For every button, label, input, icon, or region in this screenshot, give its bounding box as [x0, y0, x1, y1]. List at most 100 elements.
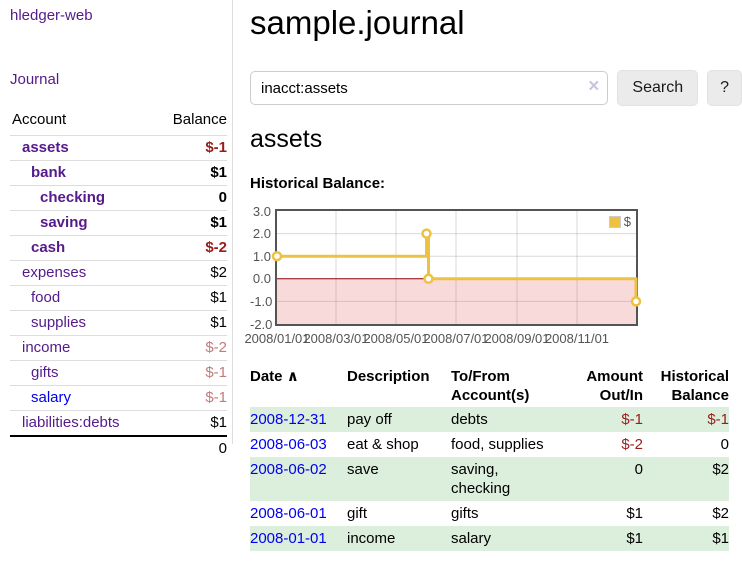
sidebar-account-balance: $-1	[153, 135, 227, 161]
sidebar-account-link[interactable]: bank	[31, 164, 67, 181]
accounts-total-spacer	[10, 435, 154, 461]
x-axis-tick-label: 2008/01/01	[244, 331, 310, 346]
sidebar-account-balance: $1	[153, 410, 227, 436]
search-bar: × Search ?	[250, 70, 742, 106]
register-amount: $-1	[576, 407, 643, 432]
accounts-table: Account Balance assets $-1 bank $1 check…	[10, 109, 227, 461]
sidebar-account-link[interactable]: cash	[31, 239, 66, 256]
sidebar-account-row: income $-2	[10, 335, 227, 361]
app-title-link[interactable]: hledger-web	[10, 7, 93, 24]
register-accounts: food, supplies	[451, 436, 544, 453]
sidebar-account-link[interactable]: gifts	[31, 364, 59, 381]
search-button[interactable]: Search	[617, 70, 699, 106]
register-date-link[interactable]: 2008-12-31	[250, 411, 327, 428]
clear-search-icon[interactable]: ×	[588, 76, 600, 97]
x-axis-tick-label: 2008/05/01	[363, 331, 429, 346]
x-axis-tick-label: 2008/09/01	[484, 331, 550, 346]
sidebar-account-link[interactable]: checking	[40, 189, 106, 206]
sidebar-account-balance: $-2	[153, 235, 227, 261]
sidebar-account-balance: $-1	[153, 385, 227, 411]
sidebar-account-link[interactable]: food	[31, 289, 61, 306]
sidebar-account-link[interactable]: saving	[40, 214, 88, 231]
sidebar-account-row: assets $-1	[10, 135, 227, 161]
register-row: 2008-12-31 pay off debts $-1 $-1	[250, 407, 729, 432]
sidebar-account-balance: $1	[153, 310, 227, 336]
search-input-wrap: ×	[250, 71, 609, 105]
historical-balance-chart: 3.0 2.0 1.0 0.0 -1.0 -2.0 $ 2008/01/01 2008/03…	[244, 205, 742, 351]
register-date-link[interactable]: 2008-06-01	[250, 505, 327, 522]
sidebar: hledger-web Journal Account Balance asse…	[0, 0, 233, 461]
date-column-header: Date ∧	[250, 367, 347, 407]
description-column-header: Description	[347, 368, 430, 385]
register-row: 2008-06-01 gift gifts $1 $2	[250, 501, 729, 526]
register-row: 2008-01-01 income salary $1 $1	[250, 526, 729, 551]
register-accounts: debts	[451, 407, 576, 432]
sidebar-account-row: saving $1	[10, 210, 227, 236]
register-table: Date ∧ Description To/From Account(s) Am…	[250, 367, 729, 551]
y-axis-tick-label: 0.0	[252, 271, 271, 286]
chart-canvas	[271, 211, 642, 324]
account-heading: assets	[250, 125, 323, 153]
sidebar-account-row: food $1	[10, 285, 227, 311]
y-axis-tick-label: -2.0	[250, 317, 273, 332]
sidebar-account-balance: $-1	[153, 360, 227, 386]
accounts-table-header: Account Balance	[10, 109, 227, 136]
register-row: 2008-06-02 save saving, checking 0 $2	[250, 457, 729, 501]
sidebar-account-row: supplies $1	[10, 310, 227, 336]
register-date-link[interactable]: 2008-01-01	[250, 530, 327, 547]
register-date-link[interactable]: 2008-06-02	[250, 461, 327, 478]
sidebar-account-row: bank $1	[10, 160, 227, 186]
register-date-link[interactable]: 2008-06-03	[250, 436, 327, 453]
register-description: save	[347, 457, 451, 501]
search-input[interactable]	[250, 71, 609, 105]
register-amount: $1	[576, 526, 643, 551]
register-amount: $1	[626, 505, 643, 522]
sidebar-account-link[interactable]: income	[22, 339, 71, 356]
register-amount: 0	[576, 457, 643, 501]
register-balance: $2	[643, 457, 729, 501]
sidebar-item-journal[interactable]: Journal	[10, 71, 60, 88]
sidebar-account-link[interactable]: liabilities:debts	[22, 414, 120, 431]
sidebar-account-link[interactable]: salary	[31, 389, 72, 406]
register-accounts: saving, checking	[451, 457, 576, 501]
register-balance: $1	[643, 526, 729, 551]
sort-ascending-icon: ∧	[286, 368, 299, 385]
accounts-column-header: To/From Account(s)	[451, 368, 530, 404]
sidebar-account-balance: $1	[153, 160, 227, 186]
accounts-total-balance: 0	[153, 435, 227, 461]
register-row: 2008-06-03 eat & shop food, supplies $-2…	[250, 432, 729, 457]
sidebar-account-balance: $1	[153, 285, 227, 311]
sidebar-account-link[interactable]: expenses	[22, 264, 87, 281]
register-balance: $-1	[643, 407, 729, 432]
y-axis-tick-label: 2.0	[252, 226, 271, 241]
legend-label: $	[623, 214, 631, 229]
page-title: sample.journal	[250, 4, 465, 41]
register-description: income	[347, 526, 451, 551]
register-description: gift	[347, 505, 368, 522]
y-axis-tick-label: 1.0	[252, 249, 271, 264]
sidebar-account-row: salary $-1	[10, 385, 227, 411]
register-description: eat & shop	[347, 436, 419, 453]
sidebar-account-row: checking 0	[10, 185, 227, 211]
x-axis-tick-label: 2008/03/01	[303, 331, 369, 346]
sidebar-account-balance: 0	[153, 185, 227, 211]
sidebar-account-link[interactable]: supplies	[31, 314, 87, 331]
x-axis-tick-label: 2008/11/01	[544, 331, 610, 346]
register-description: pay off	[347, 407, 451, 432]
amount-column-header: Amount Out/In	[586, 368, 643, 404]
sidebar-account-balance: $2	[153, 260, 227, 286]
accounts-total-row: 0	[10, 435, 227, 461]
balance-column-header: Balance	[172, 111, 227, 128]
register-amount: $-2	[621, 436, 643, 453]
chart-title: Historical Balance:	[250, 175, 386, 192]
register-balance: 0	[720, 436, 729, 453]
register-header-row: Date ∧ Description To/From Account(s) Am…	[250, 367, 729, 407]
account-column-header: Account	[12, 111, 67, 128]
legend-color-swatch	[608, 215, 621, 228]
sidebar-account-link[interactable]: assets	[22, 139, 69, 156]
sidebar-account-row: gifts $-1	[10, 360, 227, 386]
help-button[interactable]: ?	[707, 70, 742, 106]
date-column-label: Date	[250, 368, 283, 385]
sidebar-account-balance: $1	[153, 210, 227, 236]
sidebar-account-row: liabilities:debts $1	[10, 410, 227, 436]
